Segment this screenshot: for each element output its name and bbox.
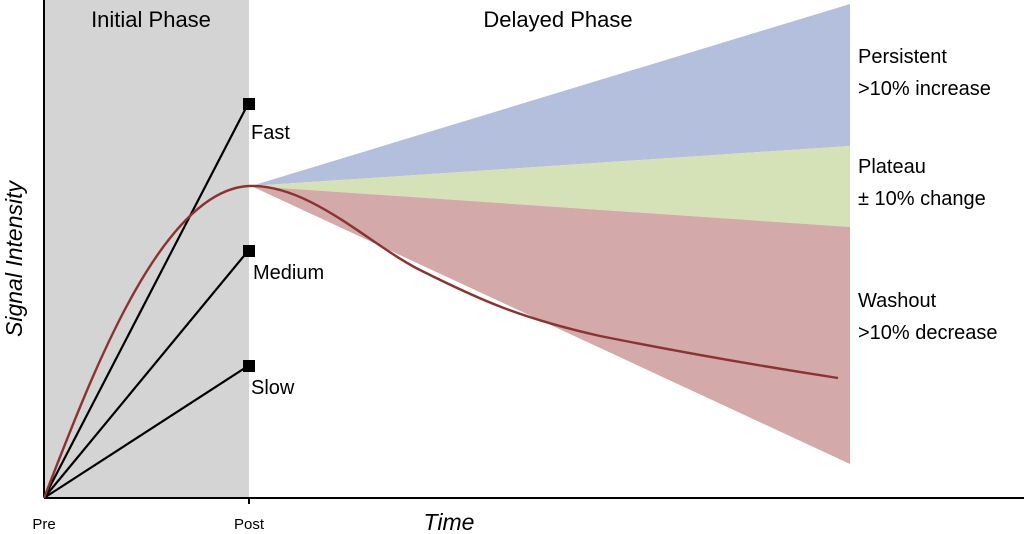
pre-tick-label: Pre bbox=[32, 516, 55, 533]
plateau-desc: ± 10% change bbox=[858, 188, 986, 210]
fast-marker bbox=[243, 98, 255, 110]
post-tick-label: Post bbox=[234, 516, 265, 533]
initial-phase-band bbox=[44, 0, 249, 498]
slow-uptake-line bbox=[43, 365, 249, 499]
washout-region bbox=[251, 186, 850, 464]
medium-uptake-line bbox=[43, 250, 249, 499]
fast-uptake-line bbox=[43, 103, 249, 499]
y-axis-label: Signal Intensity bbox=[1, 180, 27, 337]
initial-phase-label: Initial Phase bbox=[91, 7, 211, 32]
washout-desc: >10% decrease bbox=[858, 322, 998, 344]
medium-marker bbox=[243, 245, 255, 257]
x-axis-label: Time bbox=[424, 509, 475, 534]
persistent-region bbox=[251, 4, 850, 186]
slow-label: Slow bbox=[251, 377, 295, 399]
signal-curve bbox=[42, 184, 839, 499]
slow-marker bbox=[243, 360, 255, 372]
washout-label: Washout bbox=[858, 290, 937, 312]
persistent-label: Persistent bbox=[858, 46, 947, 68]
persistent-desc: >10% increase bbox=[858, 78, 991, 100]
plateau-region bbox=[251, 146, 850, 227]
medium-label: Medium bbox=[253, 262, 324, 284]
fast-label: Fast bbox=[251, 122, 290, 144]
delayed-phase-label: Delayed Phase bbox=[483, 7, 632, 32]
plateau-label: Plateau bbox=[858, 156, 926, 178]
